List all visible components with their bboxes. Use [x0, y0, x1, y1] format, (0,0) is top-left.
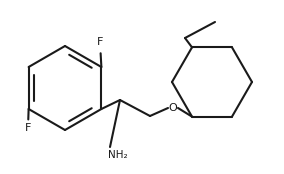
- Text: F: F: [25, 123, 31, 133]
- Text: NH₂: NH₂: [108, 150, 128, 160]
- Text: O: O: [169, 103, 178, 113]
- Text: F: F: [97, 37, 103, 47]
